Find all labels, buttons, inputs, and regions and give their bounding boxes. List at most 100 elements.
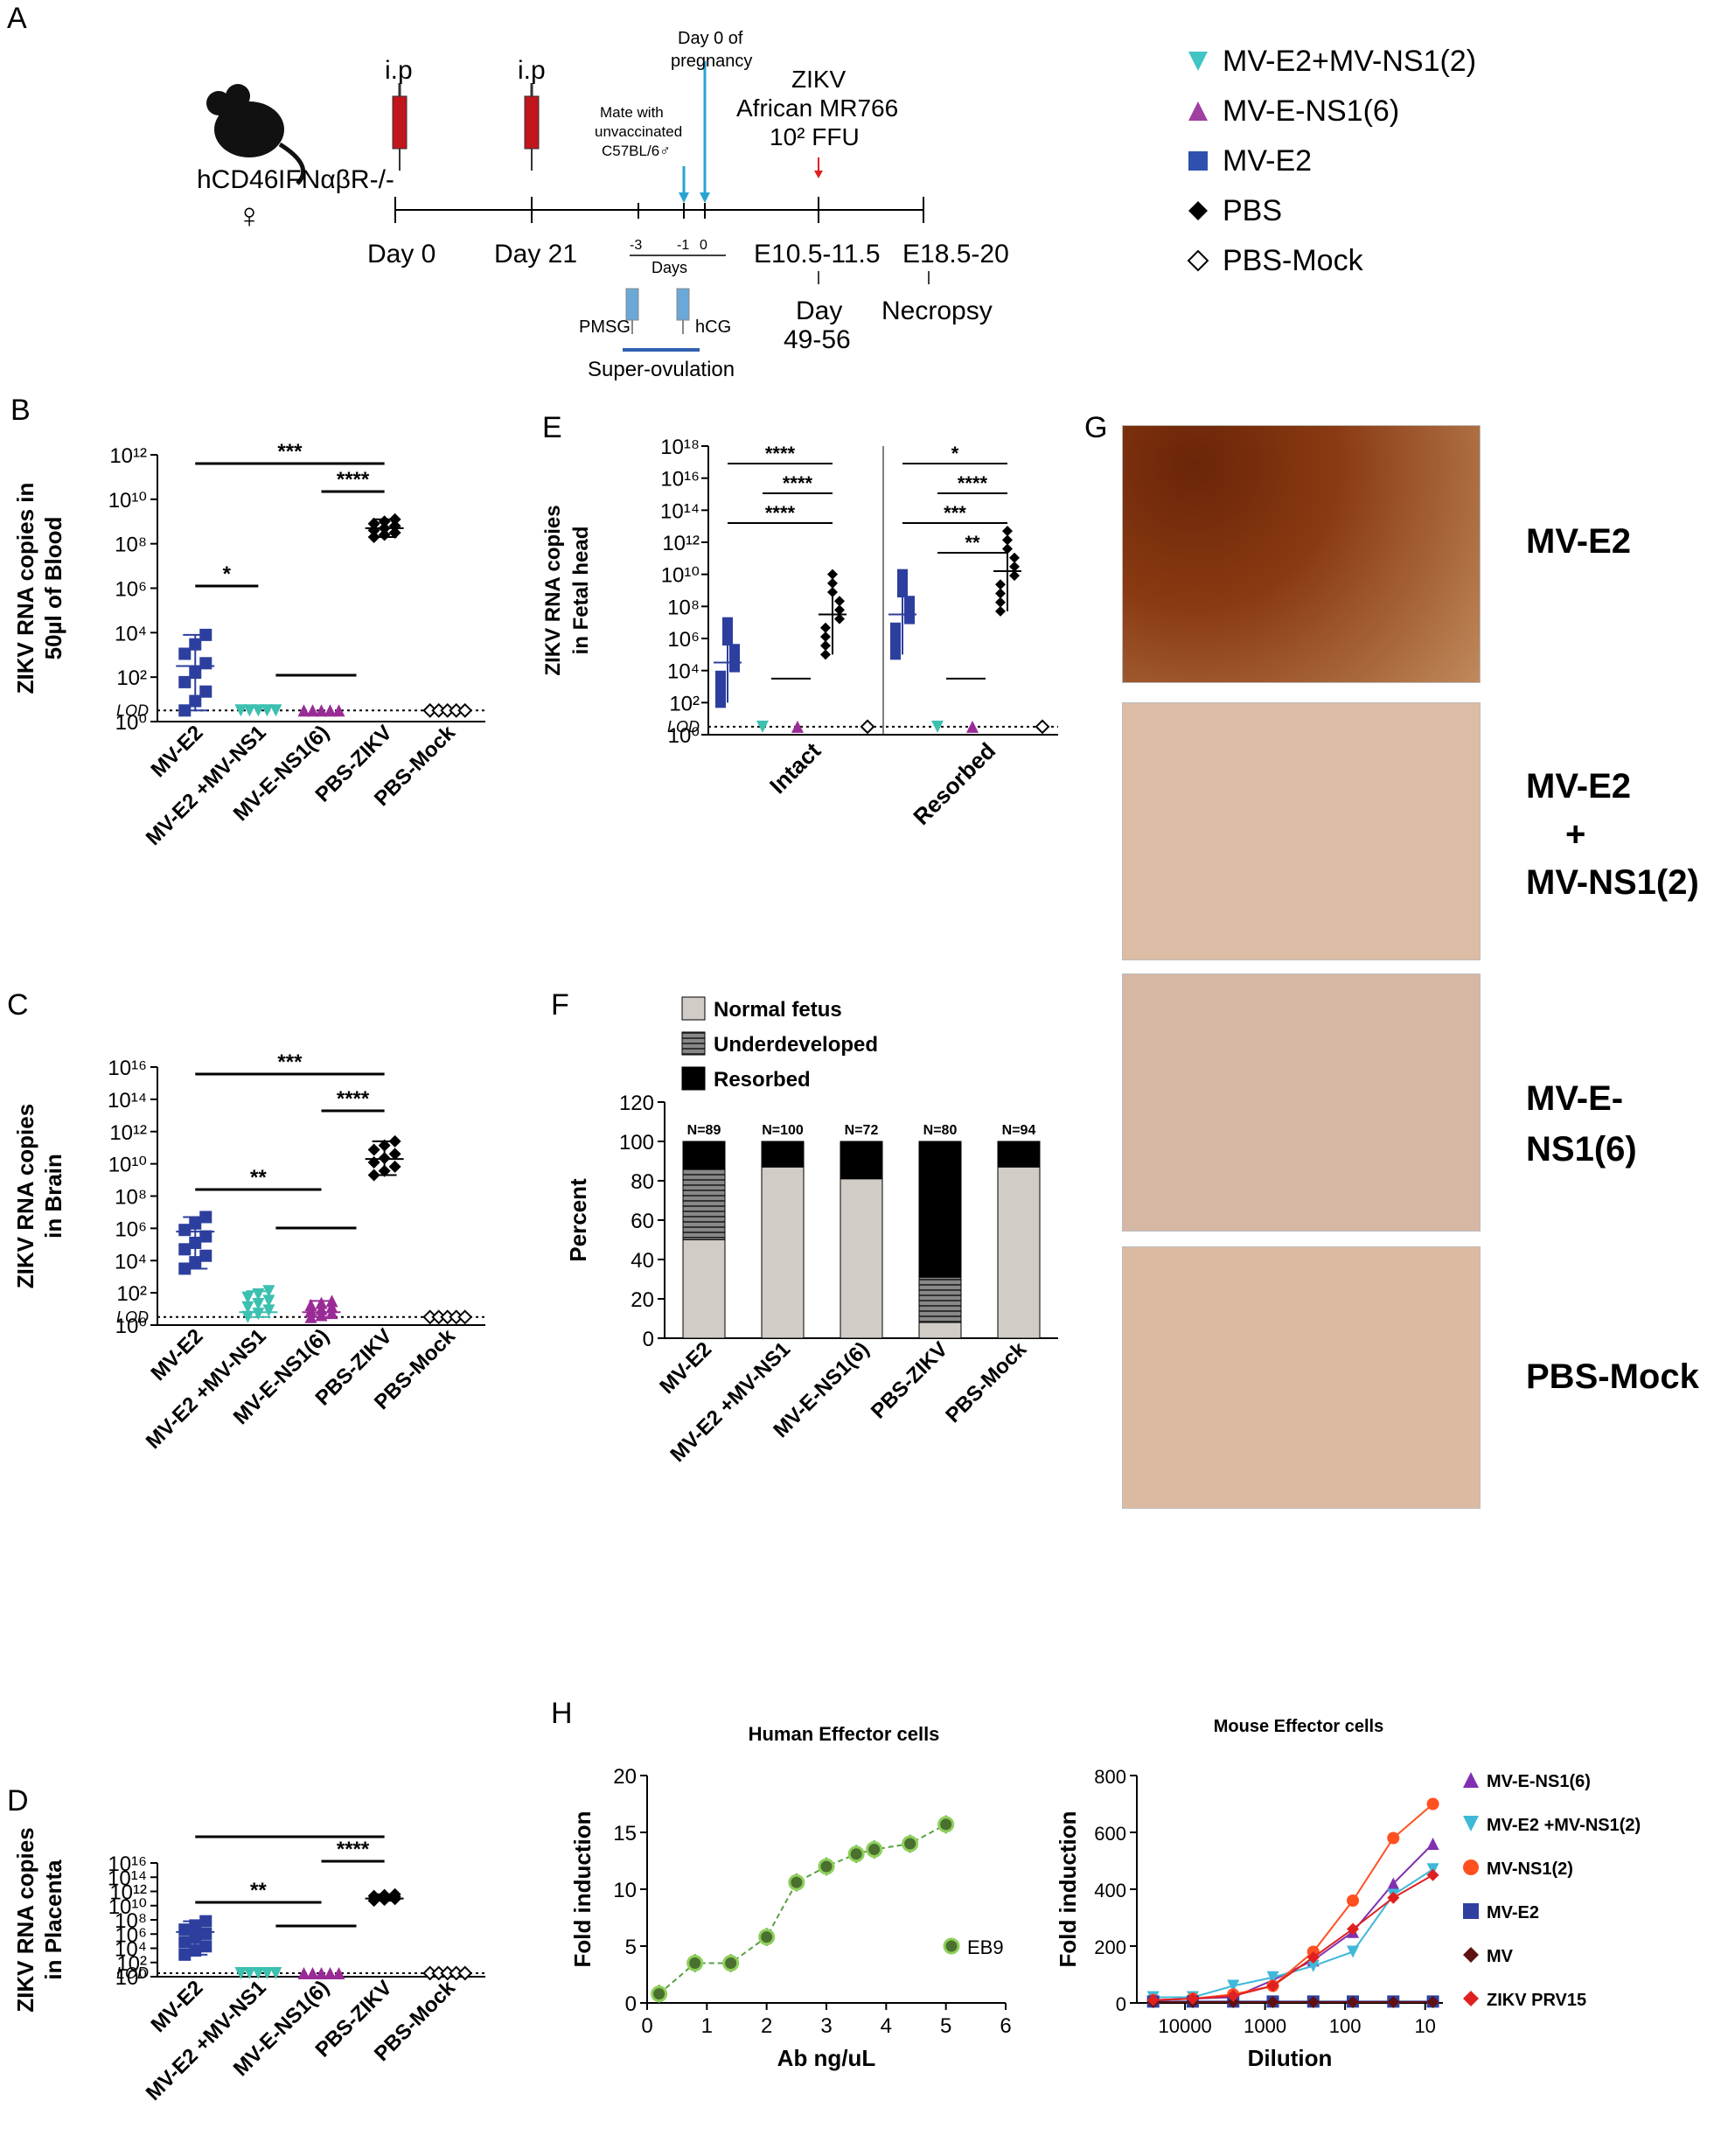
data-point [457,1965,473,1981]
data-point [178,1224,192,1237]
data-point [1426,1868,1439,1881]
bar-segment [997,1166,1041,1339]
pregnancy-label-1: Day 0 of [678,29,743,48]
bar-segment [918,1322,962,1339]
data-point [189,1256,202,1269]
y-tick-label: 20 [631,1288,654,1312]
data-point [261,1966,274,1979]
bar-segment [761,1141,805,1168]
significance-label: ** [965,532,980,554]
x-tick-label: 4 [881,2014,892,2038]
y-tick-label: 10² [116,1282,147,1306]
y-tick-label: 0 [1116,1993,1126,2015]
data-point [199,1249,213,1262]
bar-segment [997,1141,1041,1168]
pregnancy-label-2: pregnancy [671,52,752,71]
panel-label-d: D [7,1784,29,1818]
data-point [388,526,401,539]
data-point [1347,1894,1360,1907]
data-point [325,1294,338,1308]
legend-label: MV-NS1(2) [1487,1859,1573,1879]
y-tick-label: 10⁶ [115,578,147,602]
mate-label-3: C57BL/6♂ [602,143,671,159]
data-point [378,521,391,534]
data-point [178,704,192,717]
data-point [937,1816,955,1833]
data-point [243,1966,256,1979]
data-point [1146,1993,1160,2006]
data-point [1002,526,1013,537]
data-point [367,517,380,530]
legend-label: PBS [1223,194,1282,227]
legend-label: Resorbed [714,1068,811,1092]
lod-label: LOD [116,1308,149,1326]
lod-label: LOD [116,1964,149,1982]
x-tick-label: PBS-Mock [941,1337,1031,1427]
data-point [890,622,901,633]
data-point [834,613,845,624]
data-point [378,1164,391,1177]
data-point [1387,1877,1400,1890]
y-tick-label: 10¹⁴ [108,1866,147,1890]
y-tick-label: 10¹² [109,1881,147,1905]
legend-marker [1463,1772,1479,1788]
bar-segment [682,1169,726,1240]
data-point [189,666,202,680]
data-point [306,704,319,717]
pmsg-label: PMSG [579,317,631,337]
y-tick-label: 100 [619,1131,654,1155]
data-point [722,1955,740,1971]
data-point [243,704,256,717]
chart-human-effector: Human Effector cells 0 5 10 15 20 0 1 2 3 4 5 6 Ab ng… [569,1723,1012,2071]
e10-label: E10.5-11.5 [754,240,881,269]
significance-label: * [223,562,232,586]
data-point [189,694,202,708]
data-point [189,1217,202,1230]
n-label: N=80 [923,1123,958,1138]
mouse-icon [206,84,306,185]
data-point [1387,1996,1400,2009]
data-point [378,1152,391,1165]
mate-label-1: Mate with [600,104,664,121]
legend-marker [1463,1991,1479,2006]
x-tick-label: 0 [641,2014,652,2038]
panel-label-b: B [10,394,31,427]
data-point [306,1966,319,1979]
data-point [1426,1838,1439,1850]
y-tick-label: 10⁰ [668,724,700,748]
data-point [827,587,838,598]
lod-label: LOD [667,718,700,736]
y-tick-label: 5 [625,1936,637,1959]
syringe-icon [524,83,540,171]
significance-label: **** [783,472,813,494]
data-point [261,704,274,717]
data-point [931,720,944,733]
data-point [897,587,908,598]
data-point [1306,1959,1320,1972]
y-tick-label: 400 [1094,1880,1126,1901]
data-point [262,1304,275,1317]
y-tick-label: 0 [643,1328,654,1351]
significance-label: **** [765,443,796,464]
bar-segment [840,1178,883,1339]
panel-label-a: A [7,2,27,35]
data-point [1186,1992,1199,2006]
x-tick-label: 2 [761,2014,772,2038]
y-tick-label: 10⁰ [115,711,147,735]
tick-zero: 0 [700,238,707,253]
y-tick-label: 60 [631,1210,654,1233]
significance-label: * [951,443,959,464]
x-tick-label: 6 [1000,2014,1011,2038]
x-tick-label: MV-E2 +MV-NS1 [142,721,271,848]
y-tick-label: 10¹⁰ [661,564,700,588]
legend-marker [1463,1903,1479,1919]
data-point [1306,1996,1320,2009]
chart-fetus-outcome: Normal fetus Underdeveloped Resorbed 0 20 40 6… [565,996,1058,1467]
data-point [1002,534,1013,546]
bar-segment [682,1141,726,1169]
syringe-icon [392,83,408,171]
data-point [241,1301,254,1314]
data-point [904,604,915,616]
significance-label: **** [337,1087,370,1111]
significance-label: **** [337,468,370,492]
